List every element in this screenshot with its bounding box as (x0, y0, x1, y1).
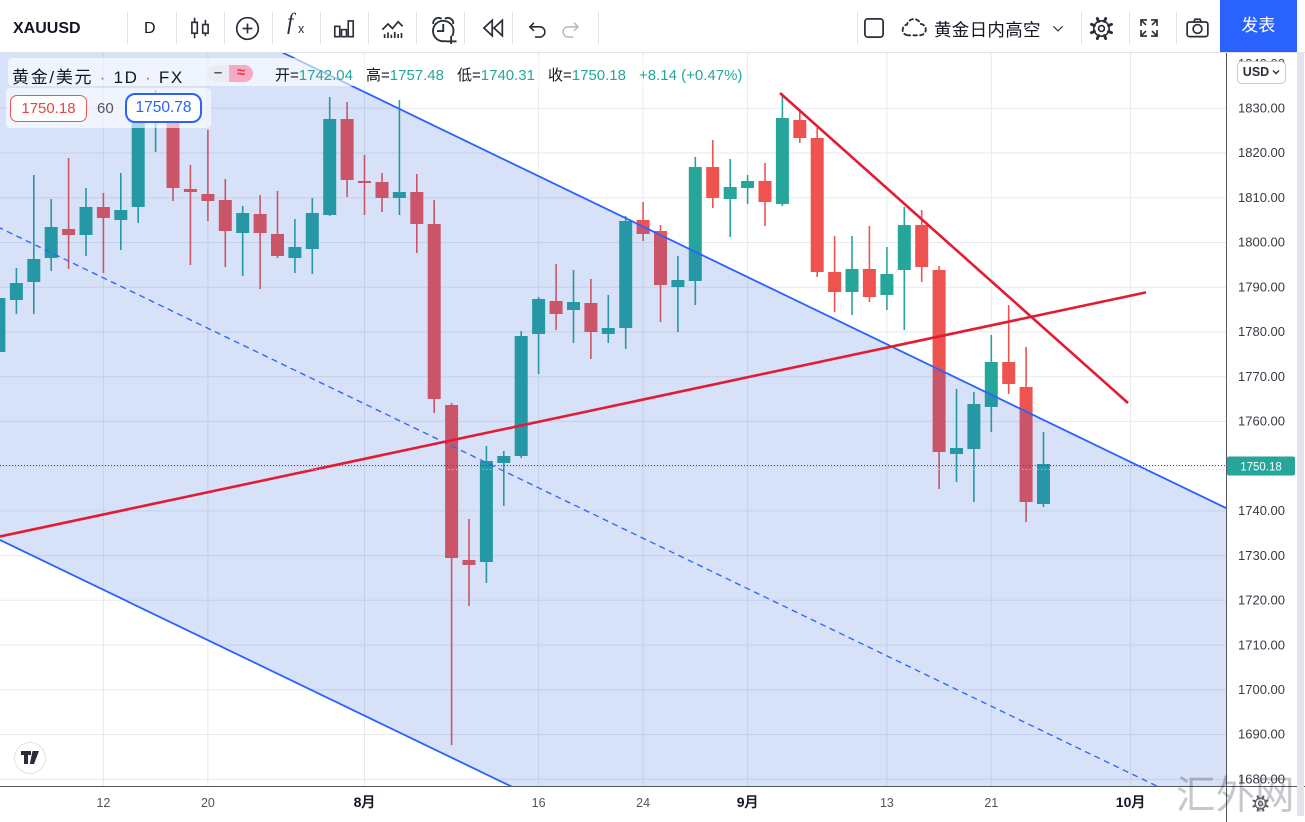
svg-text:1770.00: 1770.00 (1238, 369, 1285, 384)
svg-text:1710.00: 1710.00 (1238, 637, 1285, 652)
svg-text:1760.00: 1760.00 (1238, 414, 1285, 429)
svg-text:24: 24 (636, 796, 650, 810)
svg-text:12: 12 (96, 796, 110, 810)
svg-text:1700.00: 1700.00 (1238, 682, 1285, 697)
svg-text:1810.00: 1810.00 (1238, 190, 1285, 205)
svg-text:1750.18: 1750.18 (1240, 462, 1282, 474)
svg-text:8月: 8月 (354, 794, 376, 810)
svg-text:1680.00: 1680.00 (1238, 771, 1285, 786)
svg-text:1830.00: 1830.00 (1238, 101, 1285, 116)
svg-text:汇外网: 汇外网 (1176, 774, 1295, 818)
svg-text:1790.00: 1790.00 (1238, 279, 1285, 294)
svg-text:1740.00: 1740.00 (1238, 503, 1285, 518)
svg-text:13: 13 (880, 796, 894, 810)
svg-text:9月: 9月 (737, 794, 759, 810)
svg-text:20: 20 (201, 796, 215, 810)
svg-text:21: 21 (984, 796, 998, 810)
svg-text:10月: 10月 (1116, 794, 1146, 810)
svg-text:1690.00: 1690.00 (1238, 727, 1285, 742)
svg-text:1720.00: 1720.00 (1238, 593, 1285, 608)
svg-text:1780.00: 1780.00 (1238, 324, 1285, 339)
svg-text:1820.00: 1820.00 (1238, 145, 1285, 160)
svg-text:1800.00: 1800.00 (1238, 235, 1285, 250)
svg-text:1730.00: 1730.00 (1238, 548, 1285, 563)
svg-text:16: 16 (532, 796, 546, 810)
